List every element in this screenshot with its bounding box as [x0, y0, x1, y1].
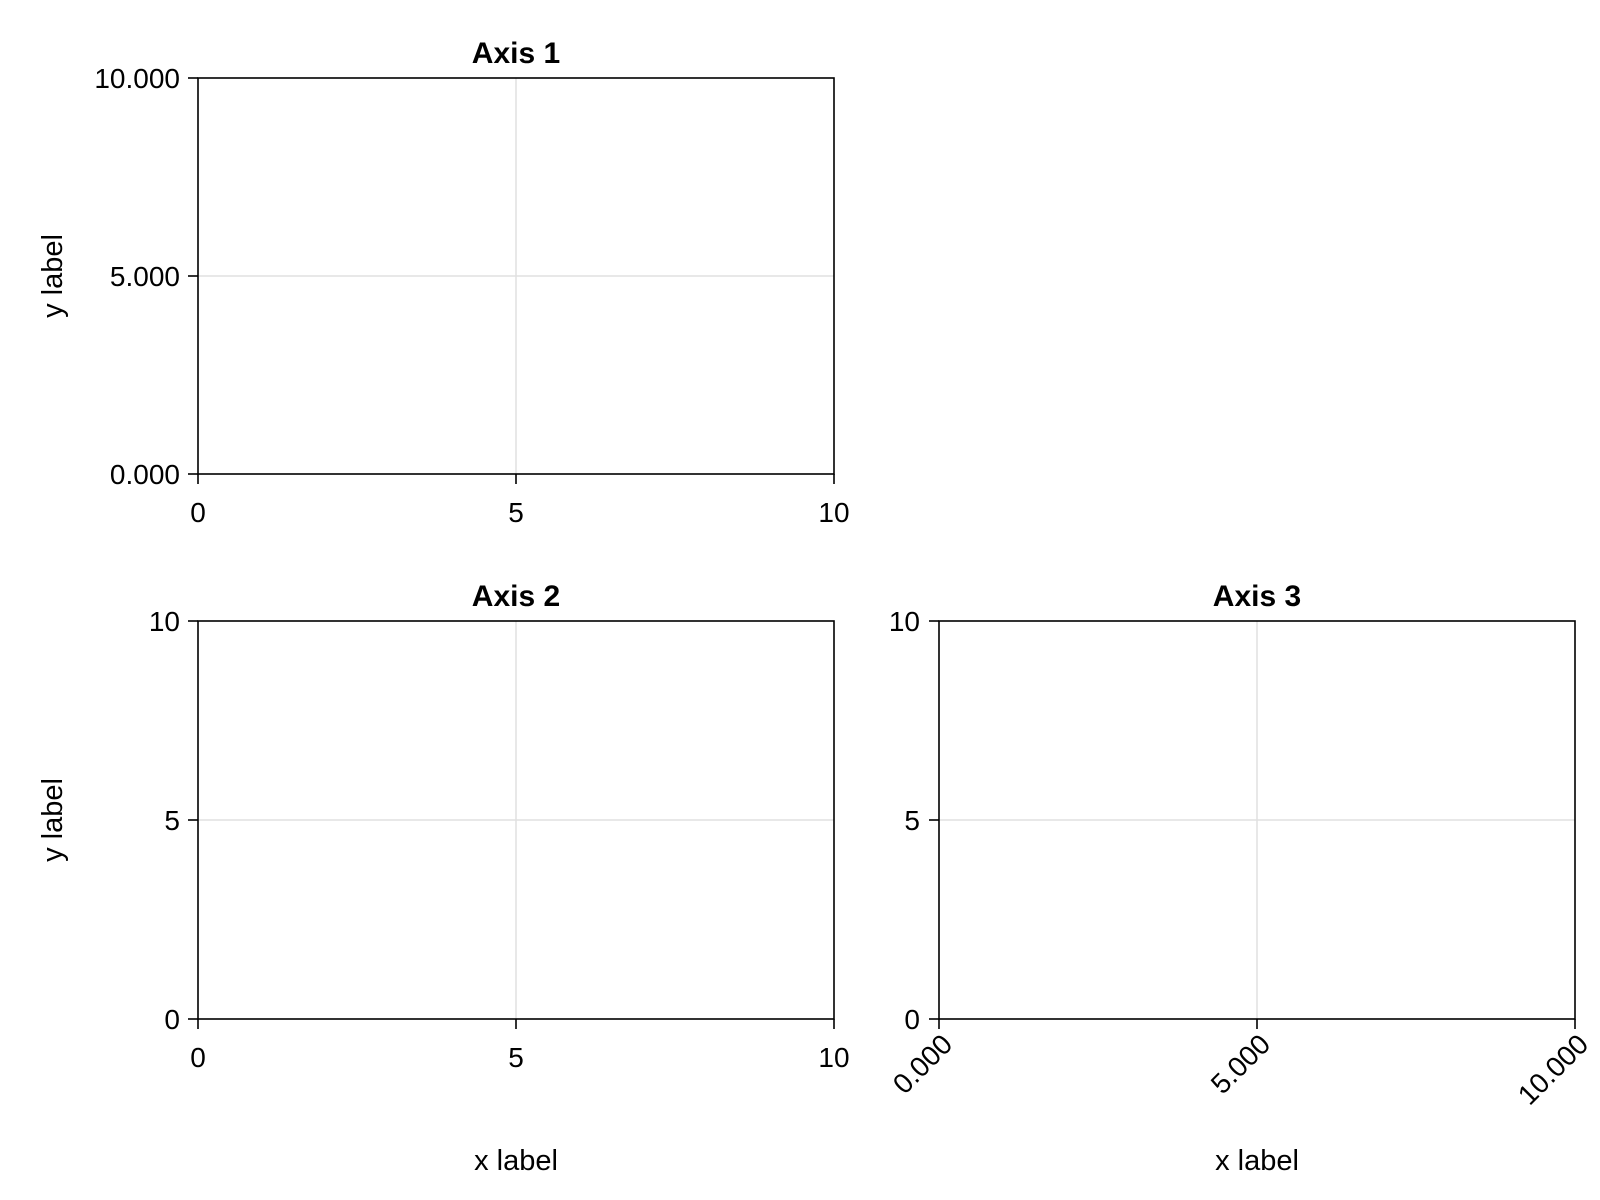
axis-2-xtick-label-2: 10	[818, 1042, 849, 1073]
axis-2-xlabel: x label	[474, 1145, 558, 1177]
axis-1-ylabel: y label	[37, 234, 69, 318]
axis-3-ytick-label-2: 10	[889, 606, 920, 637]
axis-3-xtick-label-2: 10.000	[1512, 1028, 1594, 1110]
axis-3-ytick-label-0: 0	[904, 1004, 920, 1035]
axis-3-ytick-label-1: 5	[904, 805, 920, 836]
axis-1-xtick-label-2: 10	[818, 497, 849, 528]
axis-2-title: Axis 2	[472, 580, 560, 613]
axis-2-xtick-label-0: 0	[190, 1042, 206, 1073]
axis-1-ytick-label-0: 0.000	[110, 459, 180, 490]
axis-2-ylabel: y label	[37, 778, 69, 862]
axis-2: Axis 2 y label x label 0 5 10 0 5 10	[37, 580, 850, 1177]
axis-2-ytick-label-2: 10	[149, 606, 180, 637]
axis-1-title: Axis 1	[472, 37, 560, 70]
axis-1: Axis 1 y label 0.000 5.000 10.000 0 5 10	[37, 37, 850, 528]
axis-3-xtick-label-1: 5.000	[1205, 1028, 1276, 1099]
axis-2-xtick-label-1: 5	[508, 1042, 524, 1073]
axis-1-xtick-label-1: 5	[508, 497, 524, 528]
axis-3-title: Axis 3	[1213, 580, 1301, 613]
axis-3-xlabel: x label	[1215, 1145, 1299, 1177]
axis-2-ytick-label-0: 0	[164, 1004, 180, 1035]
axis-1-ytick-label-1: 5.000	[110, 261, 180, 292]
axis-2-ytick-label-1: 5	[164, 805, 180, 836]
axis-3-xtick-label-0: 0.000	[887, 1028, 958, 1099]
axis-1-xtick-label-0: 0	[190, 497, 206, 528]
axis-1-ytick-label-2: 10.000	[94, 63, 180, 94]
axis-3: Axis 3 x label 0 5 10 0.000 5.000 10.000	[887, 580, 1594, 1177]
